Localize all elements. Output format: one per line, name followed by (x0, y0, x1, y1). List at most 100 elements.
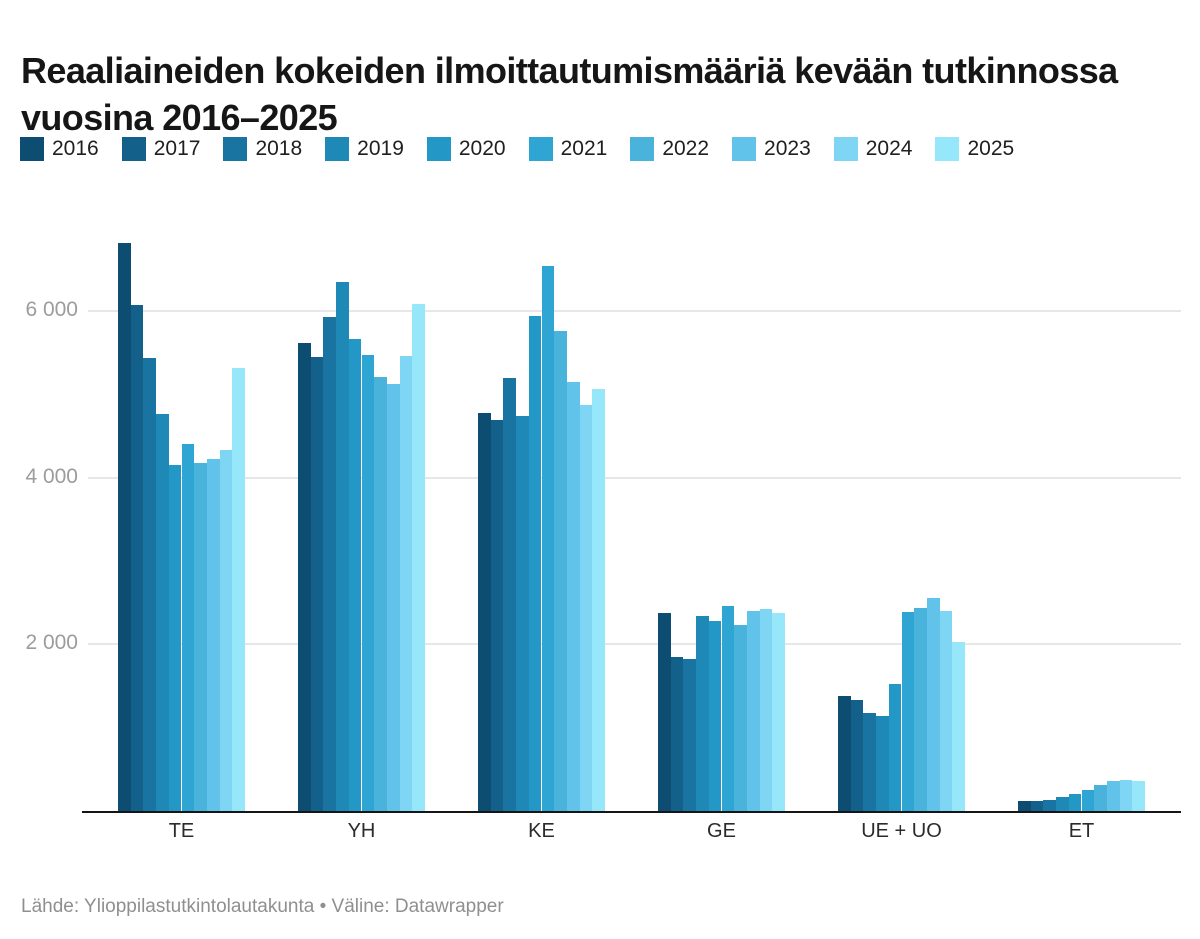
bar-te-2023 (206, 458, 220, 811)
bar-et-2016 (1018, 801, 1031, 811)
plot-area (82, 226, 1181, 813)
y-tick-label: 2 000 (25, 631, 78, 655)
bar-group-ge (658, 226, 785, 811)
bar-ge-2020 (708, 621, 722, 811)
bar-ke-2019 (516, 415, 529, 811)
bar-te-2022 (194, 463, 207, 811)
legend-label: 2019 (357, 137, 404, 160)
footer-note: Lähde: Ylioppilastutkintolautakunta • Vä… (21, 896, 504, 917)
bar-yh-2018 (323, 317, 337, 811)
y-tick-label: 6 000 (25, 298, 78, 321)
bar-group-yh (298, 226, 425, 811)
bar-te-2024 (219, 450, 233, 811)
bar-yh-2020 (348, 338, 362, 811)
bar-yh-2019 (336, 282, 349, 811)
bar-et-2025 (1132, 781, 1145, 811)
legend-label: 2016 (52, 137, 99, 160)
bar-ge-2018 (683, 658, 697, 811)
x-tick-label: UE + UO (861, 820, 942, 842)
x-tick-label: YH (347, 820, 376, 842)
bar-et-2019 (1056, 797, 1069, 811)
legend-label: 2022 (662, 137, 710, 160)
bar-yh-2022 (374, 377, 387, 811)
bar-ke-2021 (541, 265, 555, 811)
bar-te-2018 (143, 357, 157, 811)
legend-item-2017: 2017 (121, 137, 201, 161)
bar-group-ke (478, 226, 605, 811)
bar-yh-2023 (386, 383, 400, 811)
legend-label: 2023 (764, 137, 811, 160)
bar-et-2021 (1081, 789, 1095, 811)
legend-item-2022: 2022 (630, 137, 709, 161)
bar-ge-2023 (746, 610, 760, 811)
chart-title: Reaaliaineiden kokeiden ilmoittautumismä… (21, 50, 1118, 138)
bar-ke-2022 (554, 331, 567, 811)
bar-et-2017 (1030, 800, 1044, 811)
bar-et-2023 (1106, 781, 1120, 811)
legend-label: 2017 (153, 137, 201, 160)
legend-swatch (935, 137, 960, 161)
bar-ke-2025 (592, 388, 605, 811)
bar-ke-2018 (503, 378, 517, 811)
bar-group-ueuo (838, 226, 965, 811)
x-tick-label: GE (707, 820, 736, 842)
bar-ke-2016 (478, 413, 491, 811)
gridline (88, 310, 1181, 312)
legend-swatch (223, 137, 248, 161)
bar-et-2020 (1068, 793, 1082, 811)
bar-ge-2021 (721, 605, 735, 811)
bar-ueuo-2025 (952, 642, 965, 811)
legend-swatch (426, 137, 451, 161)
legend-label: 2024 (865, 137, 913, 160)
legend-swatch (325, 137, 350, 161)
bar-ge-2017 (670, 656, 684, 811)
legend-swatch (121, 137, 146, 161)
bar-ke-2024 (579, 404, 593, 811)
legend-item-2020: 2020 (426, 137, 506, 161)
legend-swatch (20, 137, 44, 161)
gridline (88, 643, 1181, 646)
gridline (88, 476, 1181, 479)
bar-group-et (1018, 226, 1145, 811)
legend-item-2023: 2023 (732, 137, 811, 161)
legend-item-2018: 2018 (223, 137, 302, 161)
legend-swatch (630, 137, 655, 161)
bar-et-2022 (1094, 784, 1107, 811)
legend-label: 2025 (967, 137, 1015, 160)
bar-ge-2016 (658, 613, 671, 811)
legend-item-2025: 2025 (935, 137, 1014, 161)
legend-swatch (833, 137, 858, 161)
bar-ueuo-2022 (914, 608, 927, 811)
legend-item-2019: 2019 (325, 137, 404, 161)
bar-te-2020 (168, 465, 182, 811)
bar-ke-2023 (566, 382, 580, 811)
legend-label: 2018 (255, 137, 303, 160)
bar-ueuo-2016 (838, 695, 851, 811)
bar-ueuo-2021 (901, 612, 915, 811)
bar-yh-2017 (310, 356, 324, 811)
bar-yh-2024 (399, 355, 413, 811)
x-axis-line (82, 811, 1181, 813)
legend-label: 2020 (458, 137, 506, 160)
legend-item-2024: 2024 (833, 137, 913, 161)
bar-ge-2022 (734, 624, 747, 811)
bar-te-2025 (232, 367, 245, 811)
x-tick-label: KE (528, 820, 555, 842)
bar-yh-2025 (412, 303, 425, 811)
legend-item-2016: 2016 (20, 137, 99, 161)
bar-group-te (118, 226, 245, 811)
bar-ueuo-2018 (863, 713, 877, 811)
y-tick-label: 4 000 (25, 464, 78, 488)
bar-et-2018 (1043, 799, 1057, 811)
bar-ke-2017 (490, 420, 504, 811)
x-tick-label: ET (1068, 820, 1095, 842)
legend-swatch (732, 137, 757, 161)
bar-te-2021 (181, 444, 195, 811)
bar-yh-2021 (361, 354, 375, 811)
bar-ueuo-2023 (926, 598, 940, 811)
bar-ueuo-2017 (850, 699, 864, 811)
bar-te-2019 (156, 414, 169, 811)
legend-item-2021: 2021 (528, 137, 607, 161)
bar-te-2017 (130, 304, 144, 811)
bar-te-2016 (118, 243, 131, 811)
